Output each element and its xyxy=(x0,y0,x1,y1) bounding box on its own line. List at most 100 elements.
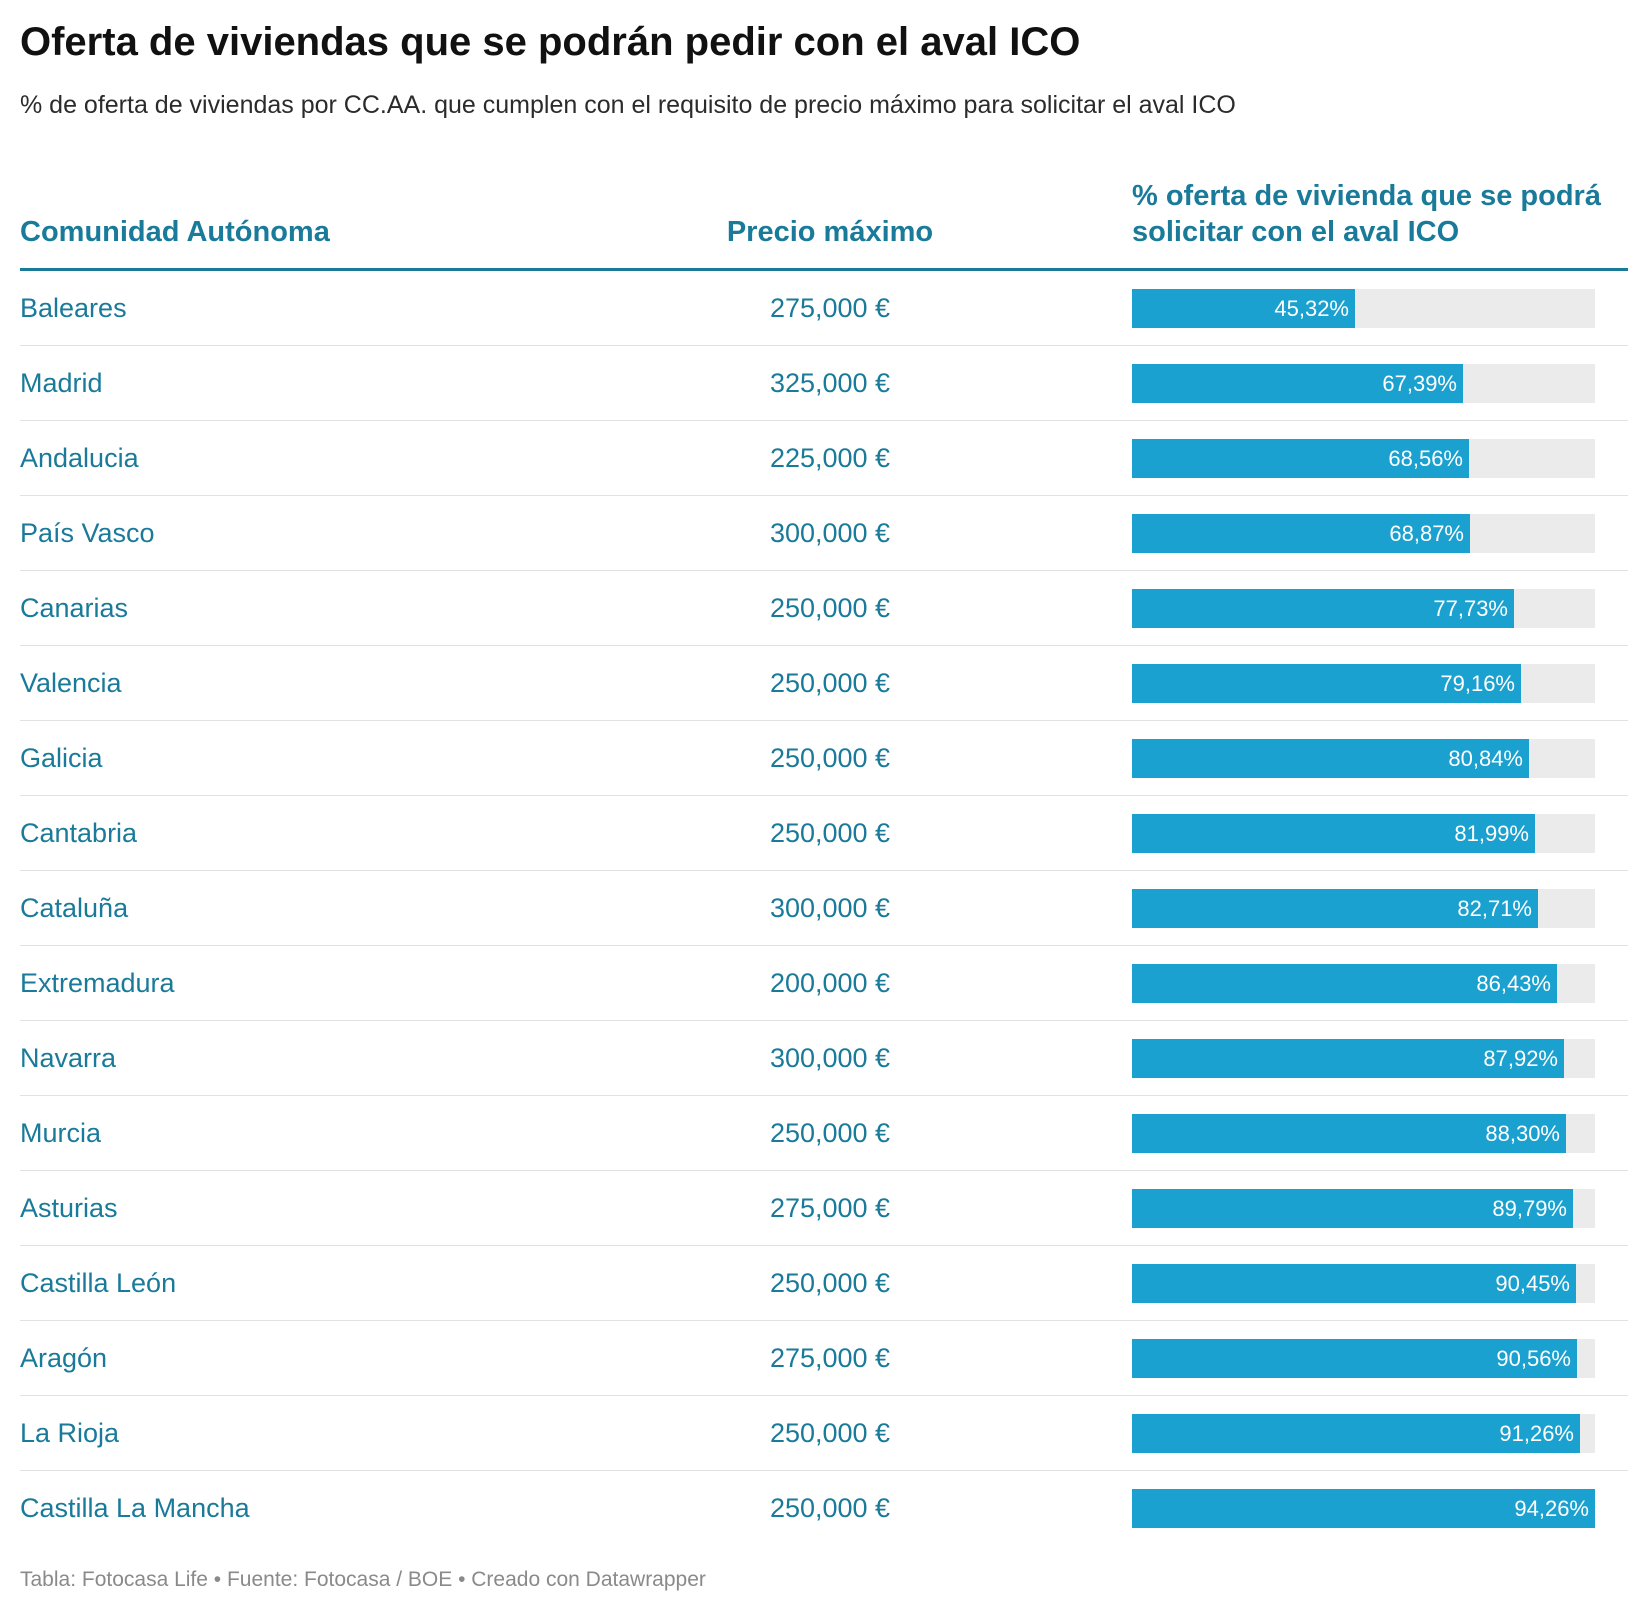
table-row: Galicia 250,000 € 80,84% xyxy=(20,721,1628,796)
max-price: 250,000 € xyxy=(769,1268,891,1298)
chart-footer: Tabla: Fotocasa Life • Fuente: Fotocasa … xyxy=(20,1568,706,1591)
table-header: Comunidad Autónoma Precio máximo % ofert… xyxy=(20,180,1628,271)
chart-title: Oferta de viviendas que se podrán pedir … xyxy=(20,20,1081,64)
max-price: 250,000 € xyxy=(769,818,891,848)
bar-value-label: 68,87% xyxy=(1389,521,1464,546)
bar-track: 77,73% xyxy=(1132,589,1595,628)
max-price: 250,000 € xyxy=(769,668,891,698)
max-price: 275,000 € xyxy=(769,293,891,323)
table-row: Cataluña 300,000 € 82,71% xyxy=(20,871,1628,946)
table-row: Valencia 250,000 € 79,16% xyxy=(20,646,1628,721)
bar-track: 80,84% xyxy=(1132,739,1595,778)
bar: 80,84% xyxy=(1132,739,1529,778)
max-price: 275,000 € xyxy=(769,1193,891,1223)
table-row: Aragón 275,000 € 90,56% xyxy=(20,1321,1628,1396)
region-name: Andalucia xyxy=(20,443,139,473)
region-name: Aragón xyxy=(20,1343,108,1373)
table-row: País Vasco 300,000 € 68,87% xyxy=(20,496,1628,571)
bar-value-label: 89,79% xyxy=(1492,1196,1567,1221)
header-price: Precio máximo xyxy=(726,216,934,248)
bar-track: 90,56% xyxy=(1132,1339,1595,1378)
bar-value-label: 90,56% xyxy=(1496,1346,1571,1371)
region-name: Murcia xyxy=(20,1118,102,1148)
bar: 90,56% xyxy=(1132,1339,1577,1378)
bar-value-label: 91,26% xyxy=(1499,1421,1574,1446)
bar-track: 45,32% xyxy=(1132,289,1595,328)
bar: 79,16% xyxy=(1132,664,1521,703)
bar: 67,39% xyxy=(1132,364,1463,403)
max-price: 250,000 € xyxy=(769,1118,891,1148)
region-name: Madrid xyxy=(20,368,103,398)
table-row: Canarias 250,000 € 77,73% xyxy=(20,571,1628,646)
bar-track: 91,26% xyxy=(1132,1414,1595,1453)
region-name: Valencia xyxy=(20,668,122,698)
table-row: Castilla León 250,000 € 90,45% xyxy=(20,1246,1628,1321)
bar: 94,26% xyxy=(1132,1489,1595,1528)
table-row: Madrid 325,000 € 67,39% xyxy=(20,346,1628,421)
bar: 68,87% xyxy=(1132,514,1470,553)
max-price: 300,000 € xyxy=(769,893,891,923)
bar-value-label: 94,26% xyxy=(1514,1496,1589,1521)
region-name: País Vasco xyxy=(20,518,155,548)
bar-track: 67,39% xyxy=(1132,364,1595,403)
bar: 68,56% xyxy=(1132,439,1469,478)
bar-track: 81,99% xyxy=(1132,814,1595,853)
bar-value-label: 80,84% xyxy=(1448,746,1523,771)
max-price: 250,000 € xyxy=(769,1418,891,1448)
region-name: Cantabria xyxy=(20,818,138,848)
region-name: Navarra xyxy=(20,1043,117,1073)
bar-value-label: 68,56% xyxy=(1388,446,1463,471)
max-price: 200,000 € xyxy=(769,968,891,998)
bar: 82,71% xyxy=(1132,889,1538,928)
max-price: 250,000 € xyxy=(769,743,891,773)
max-price: 300,000 € xyxy=(769,518,891,548)
region-name: Castilla La Mancha xyxy=(20,1493,250,1523)
bar-track: 90,45% xyxy=(1132,1264,1595,1303)
region-name: Canarias xyxy=(20,593,129,623)
bar: 88,30% xyxy=(1132,1114,1566,1153)
bar: 86,43% xyxy=(1132,964,1557,1003)
bar-value-label: 67,39% xyxy=(1382,371,1457,396)
bar-value-label: 88,30% xyxy=(1485,1121,1560,1146)
region-name: Castilla León xyxy=(20,1268,177,1298)
bar: 91,26% xyxy=(1132,1414,1580,1453)
bar-value-label: 87,92% xyxy=(1483,1046,1558,1071)
bar-track: 79,16% xyxy=(1132,664,1595,703)
bar: 81,99% xyxy=(1132,814,1535,853)
bar-track: 94,26% xyxy=(1132,1489,1595,1528)
bar-track: 68,56% xyxy=(1132,439,1595,478)
max-price: 275,000 € xyxy=(769,1343,891,1373)
header-region: Comunidad Autónoma xyxy=(20,216,330,248)
bar-value-label: 81,99% xyxy=(1454,821,1529,846)
bar-value-label: 45,32% xyxy=(1274,296,1349,321)
bar-track: 68,87% xyxy=(1132,514,1595,553)
table-row: La Rioja 250,000 € 91,26% xyxy=(20,1396,1628,1471)
bar-value-label: 79,16% xyxy=(1440,671,1515,696)
region-name: Galicia xyxy=(20,743,103,773)
bar-track: 86,43% xyxy=(1132,964,1595,1003)
table-row: Asturias 275,000 € 89,79% xyxy=(20,1171,1628,1246)
bar-track: 87,92% xyxy=(1132,1039,1595,1078)
bar-track: 88,30% xyxy=(1132,1114,1595,1153)
table-row: Extremadura 200,000 € 86,43% xyxy=(20,946,1628,1021)
table-body: Baleares 275,000 € 45,32% Madrid 325,000 € 67… xyxy=(20,271,1628,1545)
table-row: Castilla La Mancha 250,000 € 94,26% xyxy=(20,1471,1628,1545)
max-price: 225,000 € xyxy=(769,443,891,473)
table-row: Murcia 250,000 € 88,30% xyxy=(20,1096,1628,1171)
region-name: Baleares xyxy=(20,293,127,323)
bar: 89,79% xyxy=(1132,1189,1573,1228)
bar: 90,45% xyxy=(1132,1264,1576,1303)
region-name: Extremadura xyxy=(20,968,175,998)
bar: 87,92% xyxy=(1132,1039,1564,1078)
max-price: 325,000 € xyxy=(769,368,891,398)
max-price: 300,000 € xyxy=(769,1043,891,1073)
bar: 45,32% xyxy=(1132,289,1355,328)
bar: 77,73% xyxy=(1132,589,1514,628)
region-name: Cataluña xyxy=(20,893,129,923)
chart-subtitle: % de oferta de viviendas por CC.AA. que … xyxy=(20,91,1236,119)
max-price: 250,000 € xyxy=(769,593,891,623)
bar-value-label: 86,43% xyxy=(1476,971,1551,996)
region-name: Asturias xyxy=(20,1193,118,1223)
bar-track: 89,79% xyxy=(1132,1189,1595,1228)
data-table: Comunidad Autónoma Precio máximo % ofert… xyxy=(20,180,1628,1545)
